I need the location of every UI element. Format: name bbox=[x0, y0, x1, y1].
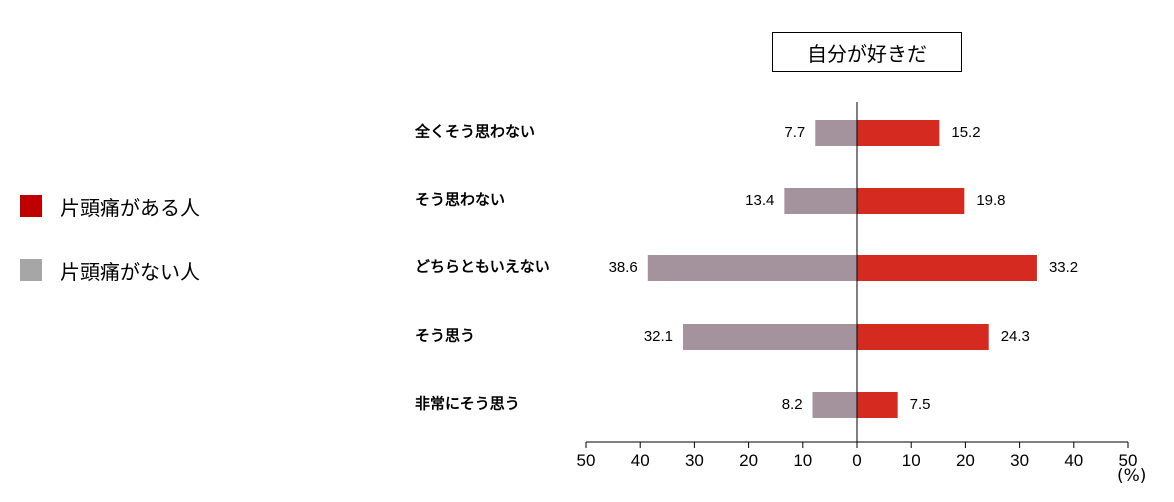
data-label-no-migraine: 8.2 bbox=[782, 396, 803, 413]
legend: 片頭痛がある人 片頭痛がない人 bbox=[20, 191, 200, 319]
data-label-no-migraine: 32.1 bbox=[644, 328, 673, 345]
data-label-migraine: 19.8 bbox=[976, 192, 1005, 209]
data-label-migraine: 33.2 bbox=[1049, 259, 1078, 276]
chart-title: 自分が好きだ bbox=[772, 32, 962, 72]
x-tick-label: 40 bbox=[631, 451, 650, 470]
data-label-migraine: 15.2 bbox=[951, 124, 980, 141]
x-tick-label: 30 bbox=[685, 451, 704, 470]
x-tick-label: 50 bbox=[577, 451, 596, 470]
data-label-no-migraine: 7.7 bbox=[784, 124, 805, 141]
x-tick-label: 20 bbox=[739, 451, 758, 470]
category-label: そう思う bbox=[415, 327, 475, 345]
bar-migraine bbox=[857, 188, 965, 214]
bar-no-migraine bbox=[784, 188, 857, 214]
x-tick-label: 30 bbox=[1010, 451, 1029, 470]
data-label-no-migraine: 38.6 bbox=[609, 259, 638, 276]
x-tick-label: 0 bbox=[852, 451, 861, 470]
bar-no-migraine bbox=[815, 120, 857, 146]
bar-no-migraine bbox=[647, 255, 857, 281]
x-tick-label: 10 bbox=[902, 451, 921, 470]
bar-migraine bbox=[857, 120, 940, 146]
x-axis-unit: (%) bbox=[1117, 466, 1147, 486]
category-label: 非常にそう思う bbox=[415, 395, 520, 413]
bar-no-migraine bbox=[683, 324, 857, 350]
x-tick-label: 50 bbox=[1119, 451, 1138, 470]
bar-migraine bbox=[857, 255, 1037, 281]
x-tick-label: 20 bbox=[956, 451, 975, 470]
category-label: どちらともいえない bbox=[415, 258, 550, 276]
legend-swatch-migraine bbox=[20, 195, 42, 217]
legend-item-no-migraine: 片頭痛がない人 bbox=[20, 255, 200, 285]
legend-swatch-no-migraine bbox=[20, 259, 42, 281]
legend-label-no-migraine: 片頭痛がない人 bbox=[60, 259, 200, 284]
legend-item-migraine: 片頭痛がある人 bbox=[20, 191, 200, 221]
category-label: 全くそう思わない bbox=[414, 123, 535, 141]
x-tick-label: 10 bbox=[793, 451, 812, 470]
data-label-migraine: 7.5 bbox=[910, 396, 931, 413]
data-label-migraine: 24.3 bbox=[1001, 328, 1030, 345]
data-label-no-migraine: 13.4 bbox=[745, 192, 774, 209]
bar-migraine bbox=[857, 324, 989, 350]
legend-label-migraine: 片頭痛がある人 bbox=[60, 195, 200, 220]
bar-migraine bbox=[857, 392, 898, 418]
category-label: そう思わない bbox=[415, 191, 505, 209]
x-tick-label: 40 bbox=[1064, 451, 1083, 470]
bar-no-migraine bbox=[812, 392, 857, 418]
